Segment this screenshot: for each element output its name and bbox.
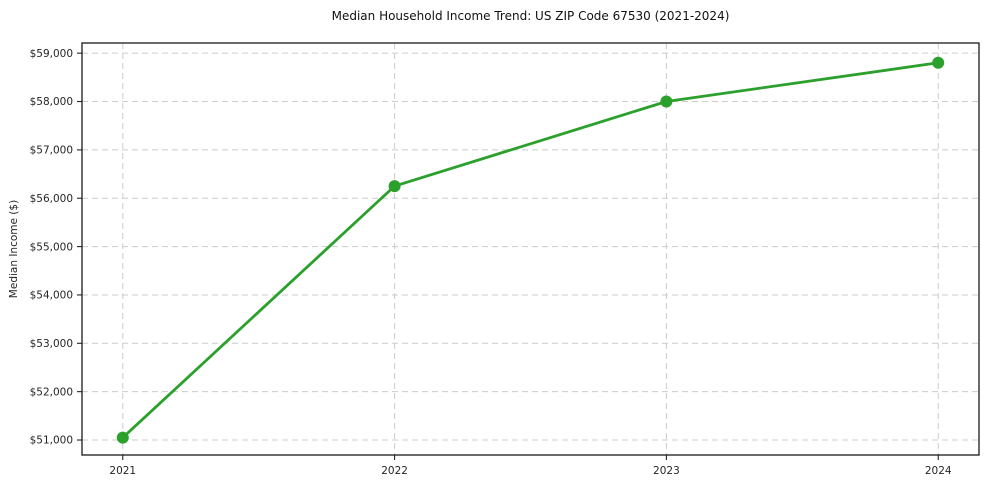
y-tick-label: $57,000 (30, 145, 73, 157)
y-tick-label: $56,000 (30, 193, 73, 205)
y-tick-label: $58,000 (30, 96, 73, 108)
y-tick-label: $51,000 (30, 435, 73, 447)
plot-border (81, 42, 980, 456)
x-tick-label: 2024 (925, 465, 952, 477)
data-point (932, 56, 945, 69)
chart-title: Median Household Income Trend: US ZIP Co… (331, 9, 730, 23)
data-point (116, 431, 129, 444)
trend-line (121, 61, 940, 439)
y-tick-label: $59,000 (30, 48, 73, 60)
y-tick-label: $53,000 (30, 338, 73, 350)
x-tick-label: 2022 (381, 465, 408, 477)
data-point (388, 180, 401, 193)
x-tick-label: 2023 (653, 465, 680, 477)
y-tick-label: $55,000 (30, 241, 73, 253)
data-point (660, 95, 673, 108)
x-tick-label: 2021 (109, 465, 136, 477)
y-tick-label: $52,000 (30, 386, 73, 398)
y-tick-label: $54,000 (30, 290, 73, 302)
